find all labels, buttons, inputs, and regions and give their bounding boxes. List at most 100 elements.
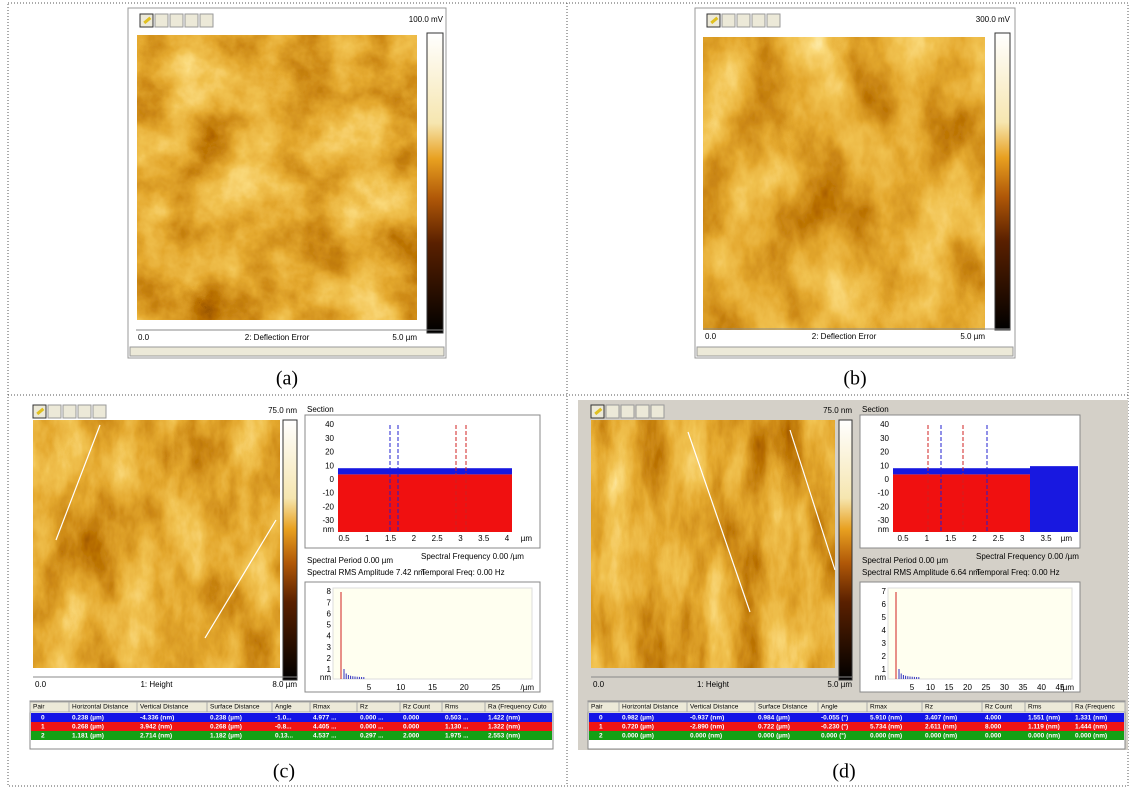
table-cell: 3.407 (nm): [925, 715, 957, 722]
profile-blue: [1030, 466, 1078, 532]
toolbar-button: [185, 14, 198, 27]
spectrum-y-tick: 3: [882, 639, 887, 648]
axis-start: 0.0: [705, 332, 717, 341]
scale-max: 75.0 nm: [823, 406, 852, 415]
table-cell: 8.000: [985, 724, 1002, 731]
spectrum-x-tick: 15: [428, 683, 437, 692]
spectrum-x-tick: 25: [492, 683, 501, 692]
caption: (d): [832, 761, 855, 783]
table-cell: 0.000 (µm): [622, 733, 654, 740]
axis-start: 0.0: [138, 333, 150, 342]
spectrum-x-tick: 40: [1037, 683, 1046, 692]
section-x-tick: 1: [925, 534, 930, 543]
scale-max: 300.0 mV: [976, 15, 1011, 24]
toolbar-button: [200, 14, 213, 27]
table-cell: 2: [41, 733, 45, 740]
section-y-tick: -20: [322, 502, 334, 511]
channel-label: 2: Deflection Error: [812, 332, 877, 341]
spectrum-y-tick: 4: [327, 632, 332, 641]
table-cell: 0.982 (µm): [622, 715, 654, 722]
spectrum-y-tick: 8: [327, 587, 332, 596]
table-cell: 4.000: [985, 715, 1002, 722]
spectrum-y-tick: 3: [327, 643, 332, 652]
section-x-tick: 2: [972, 534, 977, 543]
profile-blue-top: [338, 468, 512, 474]
spectral-period: Spectral Period 0.00 µm: [862, 556, 948, 565]
temporal-freq: Temporal Freq: 0.00 Hz: [976, 568, 1060, 577]
table-cell: 1.551 (nm): [1028, 715, 1060, 722]
toolbar-button: [621, 405, 634, 418]
section-y-tick: 20: [325, 448, 334, 457]
spectrum-x-unit: /µm: [521, 683, 535, 692]
section-y-tick: -30: [877, 516, 889, 525]
column-header: Surface Distance: [210, 704, 260, 711]
spectrum-x-tick: 30: [1000, 683, 1009, 692]
table-cell: 2.553 (nm): [488, 733, 520, 740]
section-title: Section: [307, 405, 334, 414]
section-y-tick: 30: [325, 434, 334, 443]
table-cell: -4.336 (nm): [140, 715, 174, 722]
column-header: Vertical Distance: [140, 704, 189, 711]
table-cell: 2.611 (nm): [925, 724, 957, 731]
table-cell: 5.734 (nm): [870, 724, 902, 731]
table-cell: -0.8...: [275, 724, 292, 731]
axis-end: 5.0 µm: [960, 332, 985, 341]
table-cell: 0.503 ...: [445, 715, 469, 722]
axis-end: 8.0 µm: [272, 680, 297, 689]
toolbar-button: [63, 405, 76, 418]
column-header: Ra (Frequenc: [1075, 704, 1115, 711]
profile-red: [893, 474, 1030, 532]
section-x-tick: 3: [1020, 534, 1025, 543]
section-x-unit: µm: [1061, 534, 1073, 543]
color-bar: [995, 33, 1010, 330]
spectral-frequency: Spectral Frequency 0.00 /µm: [421, 552, 524, 561]
axis-end: 5.0 µm: [392, 333, 417, 342]
column-header: Vertical Distance: [690, 704, 739, 711]
spectrum-y-tick: 4: [882, 626, 887, 635]
table-cell: 4.977 ...: [313, 715, 337, 722]
table-cell: 4.405 ...: [313, 724, 337, 731]
spectrum-y-unit: nm: [875, 673, 886, 682]
table-cell: 1: [41, 724, 45, 731]
table-cell: 1.181 (µm): [72, 733, 104, 740]
table-cell: 1.322 (nm): [488, 724, 520, 731]
section-x-tick: 3.5: [478, 534, 490, 543]
column-header: Rms: [445, 704, 459, 711]
spectrum-y-tick: 5: [882, 613, 887, 622]
section-x-tick: 4: [505, 534, 510, 543]
scrollbar: [697, 347, 1013, 356]
table-cell: 0.000 (nm): [925, 733, 957, 740]
spectral-period: Spectral Period 0.00 µm: [307, 556, 393, 565]
table-cell: 1.130 ...: [445, 724, 469, 731]
table-cell: 0.000 (°): [821, 732, 846, 740]
caption: (a): [276, 368, 298, 390]
section-y-tick: 20: [880, 448, 889, 457]
table-cell: 0: [599, 715, 603, 722]
table-cell: -0.937 (nm): [690, 715, 724, 722]
table-cell: 0.000: [985, 733, 1002, 740]
table-cell: 0.13...: [275, 733, 293, 740]
spectral-frequency: Spectral Frequency 0.00 /µm: [976, 552, 1079, 561]
column-header: Rz Count: [985, 704, 1012, 711]
column-header: Horizontal Distance: [622, 704, 679, 711]
toolbar-button: [651, 405, 664, 418]
section-y-tick: -10: [322, 489, 334, 498]
table-cell: 0.722 (µm): [758, 724, 790, 731]
column-header: Pair: [591, 704, 603, 711]
table-cell: 0.000 (nm): [1028, 733, 1060, 740]
column-header: Rmax: [870, 704, 888, 711]
toolbar-button: [78, 405, 91, 418]
spectrum-x-unit: /µm: [1061, 683, 1075, 692]
channel-label: 1: Height: [697, 680, 730, 689]
section-y-tick: 0: [330, 475, 335, 484]
spectrum-y-tick: 6: [327, 609, 332, 618]
spectrum-x-tick: 35: [1019, 683, 1028, 692]
section-y-unit: nm: [878, 525, 889, 534]
section-y-tick: -10: [877, 489, 889, 498]
temporal-freq: Temporal Freq: 0.00 Hz: [421, 568, 505, 577]
channel-label: 2: Deflection Error: [245, 333, 310, 342]
profile-blue-top: [893, 468, 1030, 474]
profile-red: [338, 474, 512, 532]
column-header: Rz Count: [403, 704, 430, 711]
section-y-tick: 10: [325, 461, 334, 470]
